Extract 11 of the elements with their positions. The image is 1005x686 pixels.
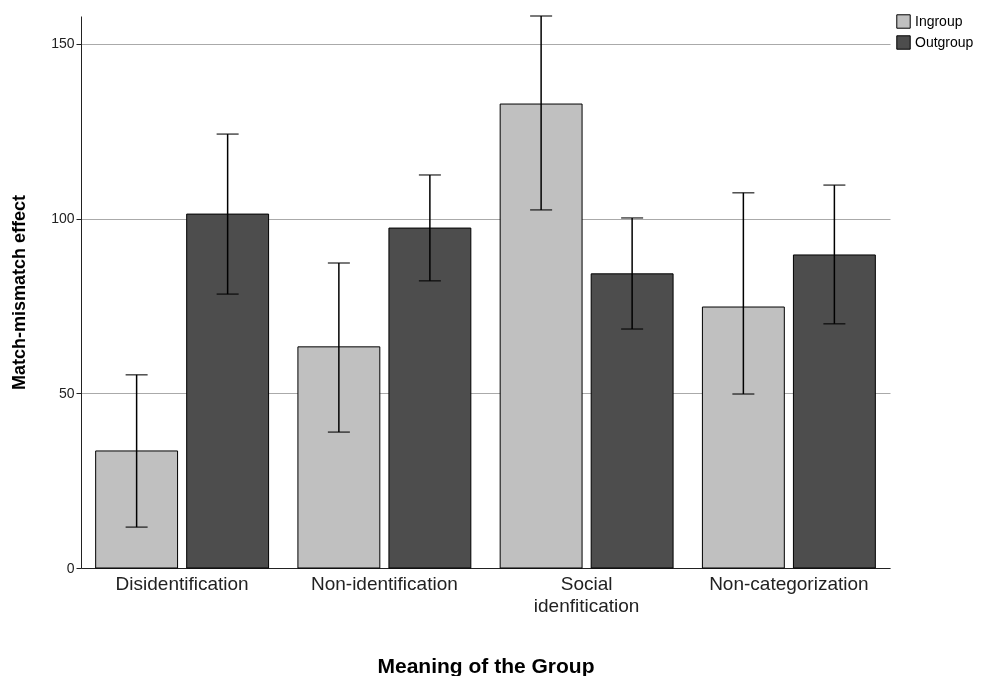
y-tick-label: 150 <box>51 35 75 52</box>
legend-label: Ingroup <box>915 12 963 29</box>
x-tick-label: Non-identification <box>310 572 458 594</box>
x-tick-label: Social idenfitication <box>533 572 640 616</box>
y-tick-label: 0 <box>66 559 75 576</box>
legend-label: Outgroup <box>915 33 974 50</box>
x-tick-label: Non-categorization <box>709 572 869 594</box>
x-tick-label: Disidentification <box>115 572 249 594</box>
y-axis-title: Match-mismatch effect <box>9 194 30 391</box>
y-tick-label: 50 <box>58 384 75 401</box>
y-tick-label: 100 <box>51 210 75 227</box>
